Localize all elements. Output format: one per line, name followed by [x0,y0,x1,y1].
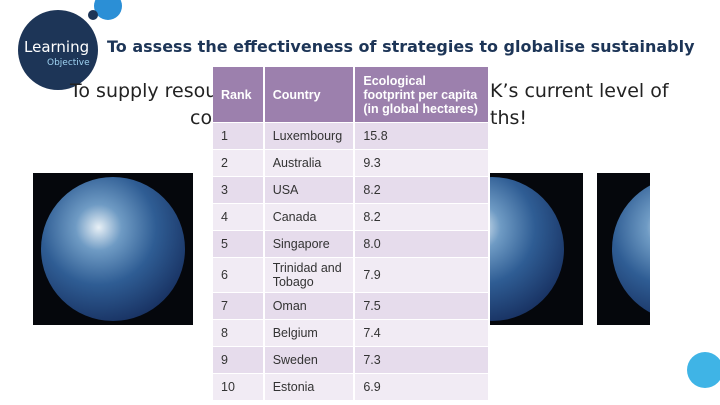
table-cell: Canada [263,203,356,231]
table-cell: 7.3 [354,346,490,374]
table-cell: 7.4 [354,319,490,347]
table-cell: USA [263,176,356,204]
table-row: 9 Sweden 7.3 [213,346,490,374]
table-row: 6 Trinidad and Tobago 7.9 [213,257,490,293]
title: To assess the effectiveness of strategie… [107,37,695,56]
body-text: co [190,107,213,129]
body-text: ths! [490,107,528,129]
header-row: Rank Country Ecological footprint per capi… [213,67,490,123]
table-cell: Australia [263,149,356,177]
corner-dot [687,352,720,388]
table-row: 7 Oman 7.5 [213,292,490,320]
footprint-table: Rank Country Ecological footprint per capi… [213,67,490,400]
table-row: 3 USA 8.2 [213,176,490,204]
table-cell: 9.3 [354,149,490,177]
table-cell: 8.2 [354,203,490,231]
header-cell: Rank [213,67,265,123]
table-cell: 1 [213,122,265,150]
table-cell: 7.5 [354,292,490,320]
table-cell: Belgium [263,319,356,347]
earth-image [597,173,650,325]
table-cell: Oman [263,292,356,320]
table-cell: 5 [213,230,265,258]
table-cell: Sweden [263,346,356,374]
table-row: 5 Singapore 8.0 [213,230,490,258]
table-cell: 8 [213,319,265,347]
table-cell: Singapore [263,230,356,258]
table-cell: 9 [213,346,265,374]
header-cell: Ecological footprint per capita (in glob… [354,67,490,123]
logo-subtext: Objective [47,58,90,68]
table-cell: 15.8 [354,122,490,150]
earth-image [33,173,193,325]
logo-dot [88,10,98,20]
body-text: K’s current level of [490,80,669,102]
table-row: 4 Canada 8.2 [213,203,490,231]
header-cell: Country [263,67,356,123]
table-cell: 4 [213,203,265,231]
table-row: 10 Estonia 6.9 [213,373,490,400]
logo-text: Learning [24,38,90,56]
table-cell: 3 [213,176,265,204]
logo-circle [18,10,98,90]
table-cell: 8.2 [354,176,490,204]
table-cell: 2 [213,149,265,177]
table-cell: Trinidad and Tobago [263,257,356,293]
table-cell: 7.9 [354,257,490,293]
table-cell: Luxembourg [263,122,356,150]
logo-dot [94,0,122,20]
table-row: 2 Australia 9.3 [213,149,490,177]
body-text: To supply resou [70,80,218,102]
table-cell: Estonia [263,373,356,400]
table-cell: 8.0 [354,230,490,258]
table-cell: 6.9 [354,373,490,400]
table-cell: 10 [213,373,265,400]
table-row: 1 Luxembourg 15.8 [213,122,490,150]
table-cell: 6 [213,257,265,293]
table-cell: 7 [213,292,265,320]
table-row: 8 Belgium 7.4 [213,319,490,347]
